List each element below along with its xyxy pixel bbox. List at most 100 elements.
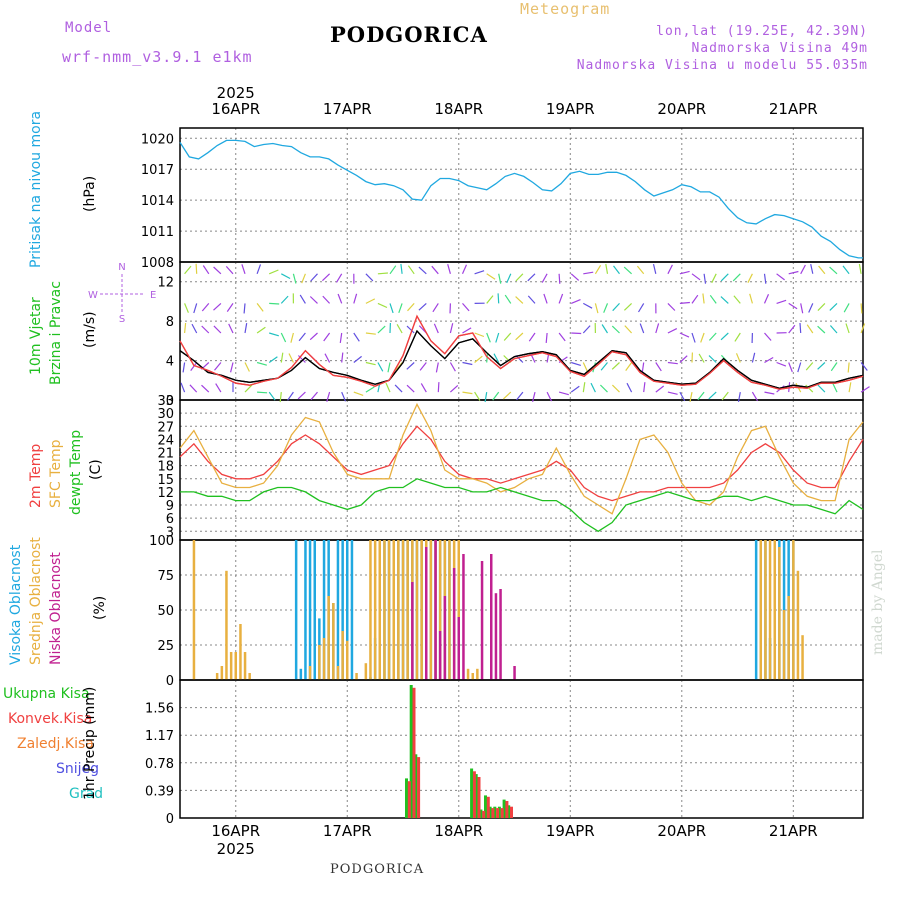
wind-arrow (611, 325, 620, 334)
wind-arrow (341, 391, 347, 402)
precip-side-label-2: Konvek.Kisa (8, 711, 93, 727)
wind-arrow (462, 391, 473, 395)
bar-mark (476, 668, 479, 680)
wind-arrow (594, 264, 602, 275)
bar-mark (472, 771, 476, 818)
wind-arrow (394, 384, 403, 393)
bar-mark (782, 610, 786, 680)
wind-arrow (558, 391, 569, 396)
wind-arrow (747, 273, 753, 283)
wind-arrow (829, 302, 838, 311)
wind-arrow (288, 353, 294, 363)
bar-mark (313, 540, 316, 680)
bar-mark (477, 777, 481, 818)
wind-arrow (281, 273, 291, 280)
wind-arrow (679, 391, 686, 402)
wind-arrow (582, 382, 586, 393)
wind-arrow (447, 264, 451, 274)
wind-arrow (570, 299, 581, 304)
bar-mark (792, 540, 795, 680)
wind-arrow (832, 382, 838, 393)
bar-mark (801, 635, 804, 680)
panel-frame (179, 399, 864, 541)
y-tick-label: 3 (166, 525, 174, 540)
wind-arrow (845, 323, 850, 334)
wind-arrow (558, 293, 564, 304)
model-elevation-label: Nadmorska Visina u modelu 55.035m (576, 58, 868, 73)
page-title: PODGORICA (330, 22, 488, 47)
bar-mark (304, 540, 307, 680)
wind-arrow (546, 391, 553, 402)
wind-arrow (299, 294, 306, 304)
day-label-top: 16APR (211, 100, 260, 118)
wind-arrow (763, 293, 770, 304)
wind-arrow (269, 302, 280, 305)
wind-arrow (558, 332, 566, 342)
wind-arrow (268, 356, 278, 363)
y-tick-label: 0.78 (145, 757, 174, 772)
wind-arrow (492, 391, 500, 401)
bar-mark (299, 668, 303, 680)
wind-arrow (321, 273, 331, 282)
bar-mark (759, 540, 762, 680)
wind-arrow (689, 391, 693, 403)
y-tick-label: 6 (166, 512, 174, 527)
bar-mark (383, 540, 386, 680)
bar-mark (496, 808, 500, 818)
wind-arrow (515, 296, 524, 304)
wind-arrow (503, 332, 512, 341)
bar-mark (438, 540, 442, 680)
y-tick-label: 0 (166, 812, 174, 827)
wind-arrow (431, 265, 439, 275)
wind-arrow (582, 325, 591, 334)
bar-mark (499, 589, 502, 680)
series-line (179, 329, 864, 389)
wind-arrow (703, 273, 707, 284)
bar-mark (387, 540, 391, 680)
bar-mark (350, 540, 354, 680)
wind-arrow (698, 353, 705, 363)
wind-arrow (545, 332, 548, 343)
bar-mark (341, 540, 344, 680)
y-tick-label: 75 (157, 569, 174, 584)
wind-arrow (387, 362, 391, 373)
wind-arrow (667, 264, 673, 275)
wind-arrow (339, 332, 343, 343)
wind-arrow (583, 302, 593, 309)
wind-arrow (720, 332, 729, 341)
bar-mark (407, 781, 411, 818)
wind-arrow (751, 352, 756, 363)
series-line (179, 329, 864, 389)
y-tick-label: 1011 (141, 225, 174, 240)
wind-arrow (763, 273, 767, 284)
y-tick-label: 1.17 (145, 729, 174, 744)
wind-arrow (720, 273, 729, 282)
wind-arrow (256, 326, 266, 334)
bar-mark (294, 540, 298, 680)
wind-arrow (708, 355, 717, 363)
wind-arrow (201, 325, 210, 334)
wind-arrow (800, 303, 804, 314)
series-line (180, 478, 864, 533)
wind-arrow (353, 391, 364, 396)
wind-arrow (788, 324, 796, 334)
bar-mark (364, 663, 368, 680)
bar-mark (513, 666, 516, 680)
y-tick-label: 18 (157, 460, 174, 475)
bar-mark (479, 809, 483, 818)
precip-side-label-5: Grad (69, 786, 104, 802)
wind-arrow (532, 391, 536, 402)
meteogram-label: Meteogram (520, 0, 611, 18)
wind-arrow (655, 323, 660, 334)
wind-arrow (830, 362, 838, 372)
wind-arrow (377, 302, 388, 309)
bar-mark (493, 806, 497, 818)
wind-arrow (543, 293, 548, 304)
y-tick-label: 1020 (141, 132, 174, 147)
wind-arrow (697, 391, 705, 401)
wind-arrow (213, 302, 222, 311)
bar-mark (764, 540, 767, 680)
wind-arrow (829, 325, 838, 334)
wind-arrow (735, 353, 741, 363)
wind-arrow (655, 385, 665, 393)
